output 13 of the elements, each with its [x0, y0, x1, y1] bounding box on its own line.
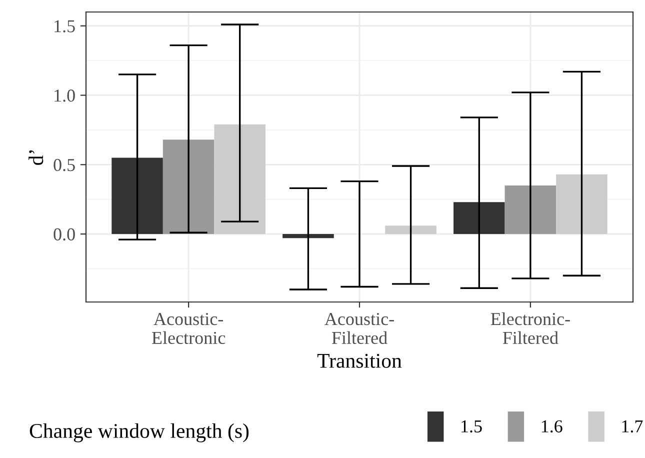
legend-label: 1.5 [462, 420, 482, 433]
x-axis-title: Transition [317, 354, 402, 368]
y-tick-label: 1.0 [54, 90, 75, 102]
y-tick-label: 0.0 [54, 228, 75, 241]
x-tick-label: Acoustic- Filtered [324, 312, 394, 344]
legend-label: 1.7 [622, 420, 643, 433]
y-tick-label: 1.5 [54, 20, 75, 32]
legend-label: 1.6 [542, 420, 562, 433]
y-tick-label: 0.5 [54, 158, 75, 172]
x-tick-label: Acoustic- Electronic [152, 312, 226, 344]
legend-title: Change window length (s) [30, 423, 249, 442]
x-tick-label: Electronic- Filtered [490, 312, 570, 344]
y-axis-title: d’ [28, 150, 44, 165]
